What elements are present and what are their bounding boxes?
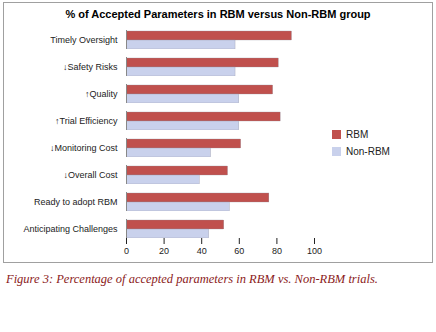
html-text:Non-RBM: Non-RBM (346, 146, 390, 157)
svg-text:↓Monitoring Cost: ↓Monitoring Cost (50, 143, 118, 153)
svg-text:20: 20 (159, 246, 169, 256)
svg-text:Timely Oversight: Timely Oversight (50, 35, 118, 45)
svg-text:40: 40 (197, 246, 207, 256)
svg-text:80: 80 (272, 246, 282, 256)
svg-text:0: 0 (124, 246, 129, 256)
svg-text:↑Trial Efficiency: ↑Trial Efficiency (55, 116, 118, 126)
svg-text:↑Quality: ↑Quality (85, 89, 118, 99)
html-text:% of Accepted Parameters in RB: % of Accepted Parameters in RBM versus N… (65, 8, 371, 20)
svg-text:↓Overall Cost: ↓Overall Cost (63, 170, 118, 180)
svg-text:100: 100 (307, 246, 322, 256)
html-text:Figure 3: Percentage of accept: Figure 3: Percentage of accepted paramet… (6, 272, 378, 286)
svg-text:Anticipating Challenges: Anticipating Challenges (23, 224, 118, 234)
svg-text:↓Safety Risks: ↓Safety Risks (63, 62, 118, 72)
svg-text:Ready to adopt RBM: Ready to adopt RBM (34, 197, 118, 207)
svg-text:60: 60 (234, 246, 244, 256)
html-text:RBM: RBM (346, 129, 369, 140)
